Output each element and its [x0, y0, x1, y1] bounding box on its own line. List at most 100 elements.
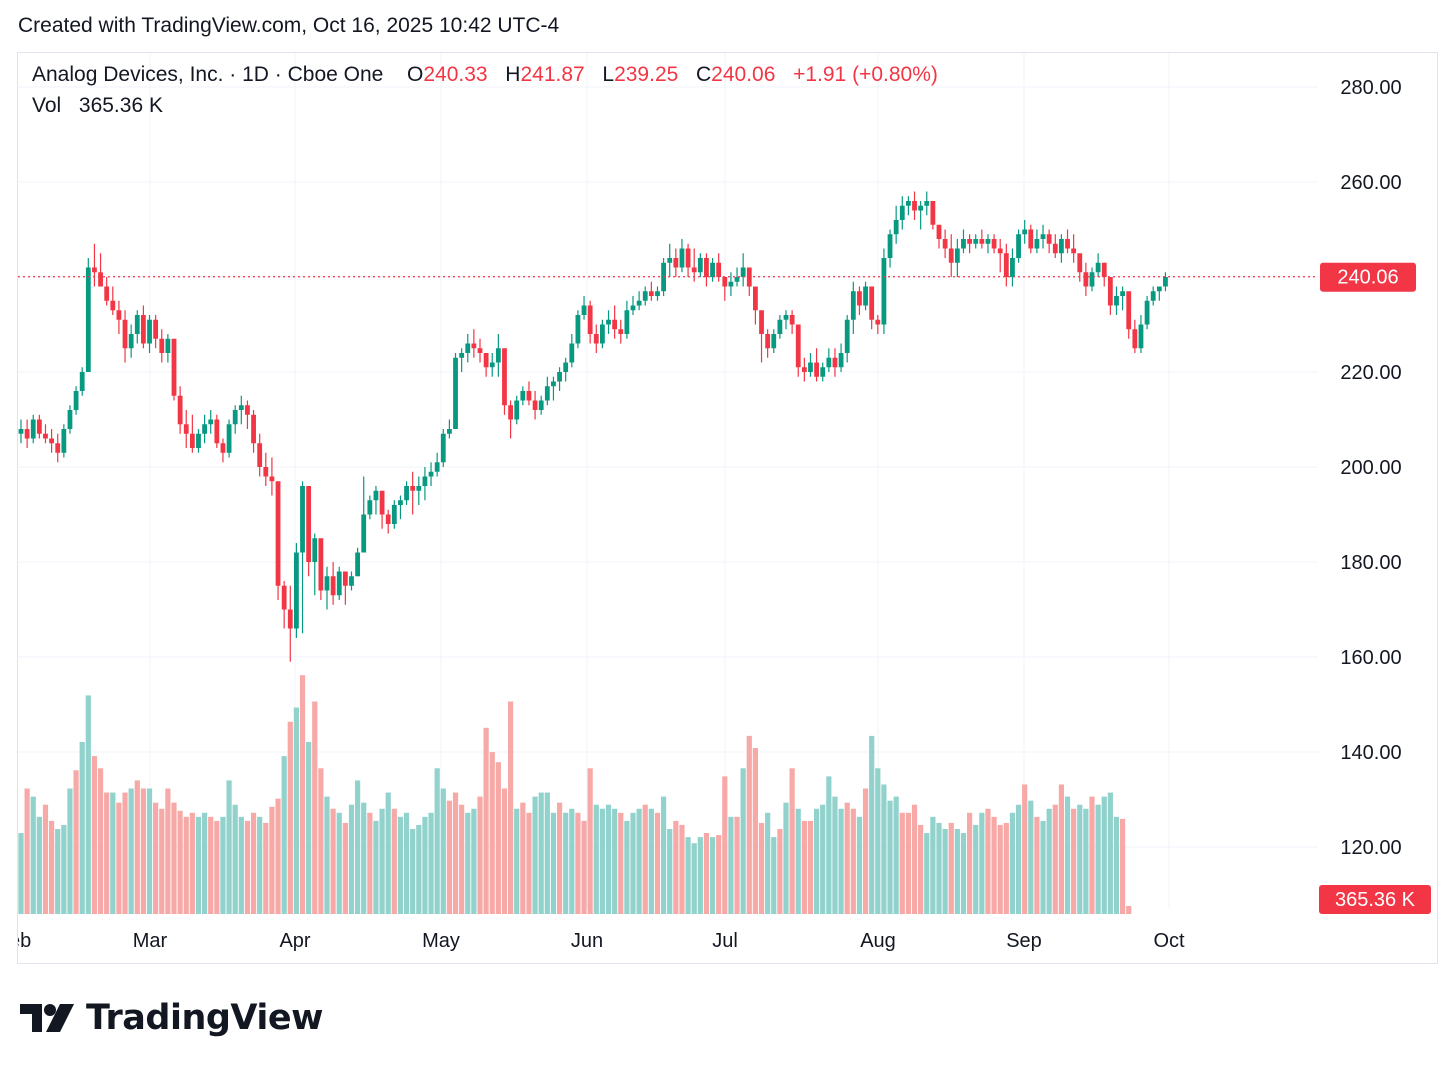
- candle-body: [808, 362, 813, 372]
- change-value: +1.91 (+0.80%): [793, 63, 938, 86]
- candle-body: [863, 286, 868, 306]
- candle-body: [575, 315, 581, 344]
- volume-bar: [171, 802, 177, 914]
- candle-body: [973, 239, 979, 244]
- volume-bar: [159, 808, 165, 914]
- volume-bar: [973, 824, 979, 914]
- candle-body: [551, 381, 556, 387]
- x-tick-label: Jul: [712, 930, 738, 952]
- candle-body: [820, 367, 826, 377]
- y-tick-label: 180.00: [1340, 552, 1401, 574]
- candle-body: [208, 419, 214, 425]
- volume-bar: [306, 741, 312, 914]
- x-tick-label: Mar: [133, 930, 168, 952]
- volume-bar: [679, 824, 685, 914]
- volume-bar: [1040, 820, 1046, 914]
- volume-bar: [1083, 808, 1089, 914]
- volume-bar: [1009, 812, 1016, 914]
- candle-body: [153, 319, 159, 339]
- volume-bar: [544, 792, 550, 914]
- x-tick-label: Apr: [279, 930, 310, 952]
- volume-bar: [452, 792, 459, 914]
- volume-bar: [1120, 818, 1126, 914]
- volume-bar: [293, 707, 299, 914]
- candle-body: [410, 486, 416, 491]
- candle-body: [924, 201, 930, 206]
- volume-bar: [1077, 804, 1083, 914]
- candle-body: [1022, 229, 1028, 235]
- volume-bar: [275, 798, 281, 914]
- candle-body: [869, 286, 875, 320]
- candle-body: [648, 291, 654, 296]
- y-tick-label: 160.00: [1340, 647, 1401, 669]
- volume-bar: [820, 804, 826, 914]
- candle-body: [887, 234, 893, 258]
- candle-body: [759, 310, 764, 334]
- volume-bar: [177, 810, 183, 914]
- candle-body: [404, 486, 409, 501]
- candle-body: [1095, 262, 1101, 273]
- candle-body: [459, 353, 465, 358]
- candle-body: [636, 300, 642, 306]
- volume-bar: [856, 816, 863, 914]
- candle-body: [600, 324, 605, 344]
- candle-body: [1010, 258, 1015, 277]
- volume-bar: [605, 804, 612, 914]
- volume-bar: [367, 812, 373, 914]
- candle-body: [655, 291, 660, 296]
- candle-body: [618, 329, 624, 334]
- volume-bar: [446, 800, 452, 914]
- candle-body: [1163, 277, 1168, 287]
- candle-body: [520, 391, 526, 401]
- volume-bar: [685, 837, 691, 914]
- volume-bar: [667, 828, 673, 914]
- candle-body: [679, 248, 685, 268]
- candle-body: [1071, 248, 1077, 254]
- volume-bar: [91, 756, 98, 914]
- y-tick-label: 120.00: [1340, 837, 1401, 859]
- volume-bar: [985, 808, 991, 914]
- last-volume-label: 365.36 K: [1335, 889, 1416, 911]
- volume-bar: [348, 804, 355, 914]
- volume-bar: [263, 822, 269, 914]
- volume-bar: [734, 816, 740, 914]
- volume-bar: [581, 820, 587, 914]
- candle-body: [795, 324, 801, 368]
- volume-bar: [850, 808, 856, 914]
- chart-frame[interactable]: 280.00260.00240.00220.00200.00180.00160.…: [17, 52, 1438, 964]
- volume-bar: [471, 808, 477, 914]
- tradingview-logo[interactable]: TradingView: [20, 998, 323, 1038]
- volume-bar: [104, 792, 110, 914]
- candle-body: [1083, 272, 1089, 287]
- candle-body: [581, 305, 587, 315]
- candle-body: [1059, 239, 1064, 254]
- volume-bar: [67, 788, 73, 914]
- volume-bar: [642, 804, 648, 914]
- candle-body: [899, 205, 905, 220]
- candle-body: [593, 334, 599, 344]
- volume-bar: [948, 822, 954, 914]
- volume-bar: [740, 768, 746, 914]
- candle-body: [287, 609, 293, 629]
- candle-body: [673, 258, 679, 268]
- candle-body: [355, 552, 360, 577]
- volume-bar: [250, 812, 257, 914]
- volume-bar: [838, 808, 844, 914]
- candle-body: [159, 338, 165, 353]
- price-chart[interactable]: 280.00260.00240.00220.00200.00180.00160.…: [18, 53, 1439, 965]
- candle-body: [422, 476, 428, 486]
- candle-body: [324, 576, 330, 591]
- x-tick-label: Sep: [1006, 930, 1042, 952]
- volume-bar: [416, 824, 422, 914]
- volume-bar: [918, 824, 924, 914]
- candle-body: [49, 438, 54, 444]
- candle-body: [269, 476, 275, 482]
- volume-bar: [550, 812, 557, 914]
- candle-body: [771, 334, 777, 349]
- volume-bar: [116, 802, 122, 914]
- volume-bar: [1052, 804, 1058, 914]
- candle-body: [55, 443, 61, 453]
- volume-bar: [954, 828, 960, 914]
- candle-body: [263, 467, 269, 477]
- volume-bar: [342, 822, 348, 914]
